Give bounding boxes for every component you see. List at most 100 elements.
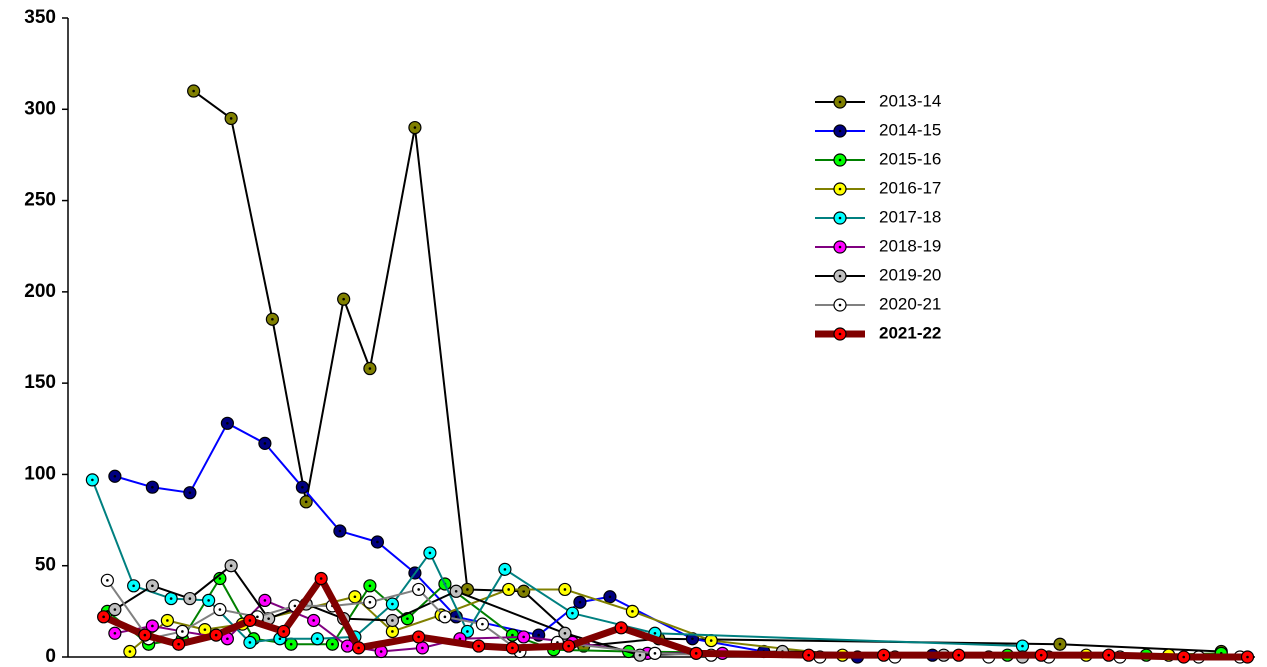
y-tick-label: 350 (24, 7, 56, 28)
marker-dot (838, 303, 842, 307)
marker-dot (631, 610, 634, 613)
marker-dot (413, 126, 417, 129)
series (97, 571, 1255, 664)
legend-label: 2014-15 (879, 120, 941, 139)
marker-dot (353, 595, 357, 599)
marker-dot (466, 588, 469, 591)
marker-dot (694, 652, 698, 655)
marker-dot (838, 245, 842, 249)
marker-dot (709, 639, 713, 642)
marker-dot (957, 653, 961, 657)
legend-label: 2013-14 (879, 91, 941, 110)
marker-dot (391, 619, 394, 622)
marker-dot (428, 551, 432, 555)
marker-dot (271, 317, 274, 321)
marker-dot (838, 100, 842, 104)
marker-dot (537, 633, 540, 637)
marker-dot (128, 650, 132, 653)
marker-dot (522, 635, 525, 639)
marker-dot (169, 597, 173, 600)
marker-dot (331, 642, 334, 646)
marker-dot (113, 631, 117, 635)
marker-dot (263, 442, 267, 445)
marker-dot (1039, 653, 1043, 657)
marker-dot (376, 540, 379, 544)
marker-dot (229, 564, 233, 568)
marker-dot (417, 588, 420, 591)
marker-dot (132, 584, 135, 588)
marker-dot (218, 608, 222, 611)
marker-dot (368, 367, 372, 370)
marker-dot (619, 626, 623, 630)
marker-dot (177, 642, 180, 646)
marker-dot (608, 595, 612, 599)
marker-dot (522, 589, 525, 593)
legend-label: 2018-19 (879, 236, 941, 255)
marker-dot (511, 633, 514, 637)
marker-dot (638, 653, 642, 657)
marker-dot (301, 485, 304, 489)
marker-dot (267, 617, 270, 620)
marker-dot (1107, 653, 1111, 657)
marker-dot (421, 646, 424, 650)
marker-dot (563, 588, 567, 591)
marker-dot (319, 577, 323, 580)
y-tick-label: 250 (24, 190, 56, 211)
marker-dot (838, 332, 842, 336)
marker-dot (166, 619, 169, 622)
marker-dot (653, 652, 657, 655)
marker-dot (807, 653, 811, 657)
marker-dot (188, 491, 192, 494)
marker-dot (229, 117, 233, 120)
marker-dot (218, 577, 222, 580)
marker-dot (312, 619, 315, 622)
marker-dot (289, 642, 293, 646)
marker-dot (391, 630, 394, 633)
marker-dot (293, 604, 297, 608)
marker-dot (102, 615, 105, 619)
marker-dot (838, 158, 842, 162)
marker-dot (151, 485, 154, 489)
marker-dot (214, 633, 218, 637)
marker-dot (192, 89, 195, 93)
marker-dot (91, 478, 94, 482)
marker-dot (106, 579, 109, 582)
y-tick-label: 300 (24, 98, 56, 119)
marker-dot (151, 584, 154, 588)
y-tick-label: 50 (35, 555, 56, 576)
marker-dot (406, 617, 409, 620)
marker-dot (466, 630, 469, 633)
marker-dot (256, 615, 259, 619)
marker-dot (653, 631, 657, 635)
marker-dot (454, 589, 458, 593)
marker-dot (368, 600, 372, 604)
marker-dot (454, 615, 458, 619)
marker-dot (567, 644, 570, 648)
marker-dot (357, 646, 360, 650)
marker-dot (838, 187, 842, 191)
marker-dot (691, 637, 694, 641)
marker-dot (571, 611, 574, 615)
marker-dot (207, 599, 210, 602)
marker-dot (226, 637, 229, 641)
marker-dot (248, 641, 252, 644)
marker-dot (1058, 642, 1062, 646)
marker-dot (346, 644, 349, 648)
y-tick-label: 100 (24, 463, 56, 484)
marker-dot (477, 644, 480, 648)
marker-dot (379, 650, 383, 653)
marker-dot (511, 646, 514, 650)
marker-dot (1021, 644, 1024, 648)
marker-dot (151, 624, 154, 628)
marker-dot (278, 637, 282, 641)
marker-dot (226, 422, 229, 425)
marker-dot (481, 622, 484, 626)
marker-dot (1182, 655, 1186, 659)
marker-dot (417, 635, 420, 639)
marker-dot (113, 474, 117, 478)
marker-dot (338, 529, 342, 533)
marker-dot (248, 619, 252, 622)
marker-dot (282, 630, 285, 633)
marker-dot (368, 584, 372, 588)
marker-dot (203, 628, 207, 631)
